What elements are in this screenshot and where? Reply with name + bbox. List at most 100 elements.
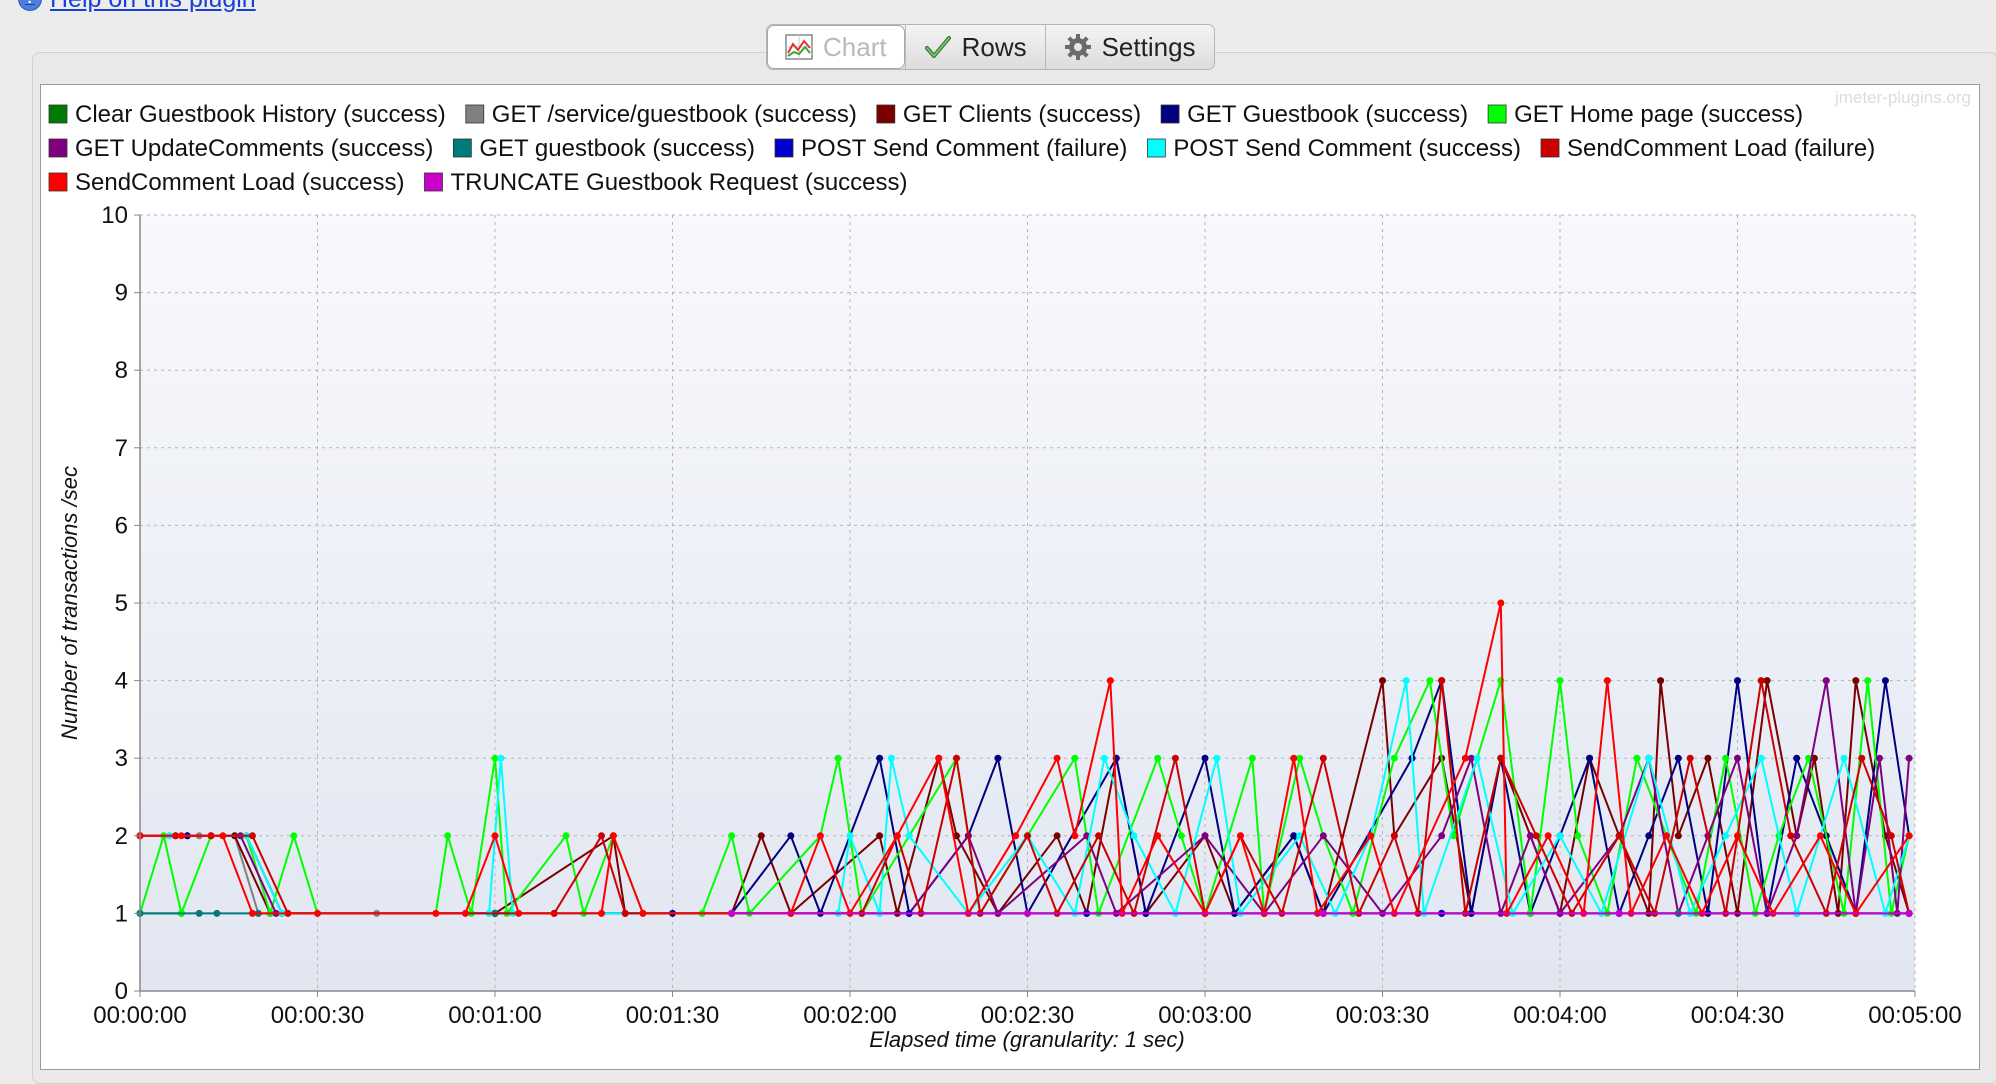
x-tick-label: 00:00:30 xyxy=(271,1002,364,1029)
data-point xyxy=(1379,677,1386,685)
data-point xyxy=(787,832,795,840)
data-point xyxy=(1787,832,1795,840)
data-point xyxy=(905,832,913,840)
data-point xyxy=(1319,754,1327,762)
data-point xyxy=(515,909,523,917)
data-point xyxy=(1704,754,1712,762)
data-point xyxy=(1734,832,1741,840)
transactions-chart: Clear Guestbook History (success) GET /se… xyxy=(48,88,1971,1052)
data-point xyxy=(1734,677,1741,685)
data-point xyxy=(1905,754,1913,762)
data-point xyxy=(1734,754,1741,762)
data-point xyxy=(1852,677,1860,685)
data-point xyxy=(1757,677,1765,685)
x-tick-label: 00:03:30 xyxy=(1336,1002,1429,1029)
y-tick-label: 3 xyxy=(115,745,128,772)
x-tick-label: 00:00:00 xyxy=(93,1002,186,1029)
data-point xyxy=(1586,754,1594,762)
chart-icon xyxy=(785,34,813,60)
legend-label: TRUNCATE Guestbook Request (success) xyxy=(450,169,907,196)
data-point xyxy=(1467,754,1475,762)
data-point xyxy=(639,909,647,917)
tab-rows-label: Rows xyxy=(961,31,1027,62)
data-point xyxy=(1095,832,1102,840)
data-point xyxy=(621,909,629,917)
legend-label: SendComment Load (success) xyxy=(75,169,404,196)
x-tick-label: 00:05:00 xyxy=(1868,1002,1961,1029)
data-point xyxy=(1633,754,1641,762)
legend-swatch xyxy=(424,172,443,192)
data-point xyxy=(887,754,895,762)
legend-swatch xyxy=(465,104,485,124)
data-point xyxy=(728,832,736,840)
data-point xyxy=(1367,832,1375,840)
data-point xyxy=(290,832,298,840)
legend-item: SendComment Load (success) xyxy=(48,169,404,196)
data-point xyxy=(994,754,1002,762)
data-point xyxy=(1603,677,1611,685)
data-point xyxy=(1130,832,1138,840)
tab-settings-label: Settings xyxy=(1101,31,1196,62)
tab-settings[interactable]: Settings xyxy=(1044,25,1214,69)
y-tick-label: 10 xyxy=(101,202,128,229)
data-point xyxy=(1402,677,1410,685)
data-point xyxy=(1071,754,1079,762)
data-point xyxy=(444,832,452,840)
data-point xyxy=(432,909,440,917)
data-point xyxy=(248,832,256,840)
data-point xyxy=(1012,832,1020,840)
data-point xyxy=(1201,754,1209,762)
series-layer xyxy=(136,599,1913,917)
checkmark-icon xyxy=(924,36,951,58)
series xyxy=(728,909,1913,917)
tab-chart[interactable]: Chart xyxy=(767,25,905,69)
data-point xyxy=(598,832,605,840)
data-point xyxy=(1154,754,1162,762)
legend-item: GET UpdateComments (success) xyxy=(48,135,433,162)
legend-label: Clear Guestbook History (success) xyxy=(75,101,446,128)
data-point xyxy=(1053,754,1061,762)
data-point xyxy=(1526,832,1534,840)
tab-bar: Chart Rows Settings xyxy=(766,24,1215,70)
data-point xyxy=(461,909,469,917)
data-point xyxy=(1438,677,1446,685)
data-point xyxy=(1290,754,1298,762)
series xyxy=(136,599,1913,917)
data-point xyxy=(876,832,884,840)
axes: 0 1 2 3 4 5 6 7 8 9 10 00:00:00 00:00:30 00:01:00 00:0… xyxy=(93,202,1961,1029)
data-point xyxy=(1213,754,1221,762)
data-point xyxy=(1497,599,1505,607)
data-point xyxy=(1864,677,1872,685)
help-link-label: Help on this plugin xyxy=(50,0,256,14)
y-tick-label: 8 xyxy=(115,357,128,384)
legend-swatch xyxy=(774,138,794,158)
x-axis-label: Elapsed time (granularity: 1 sec) xyxy=(869,1027,1184,1052)
data-point xyxy=(1657,677,1665,685)
legend-item: GET /service/guestbook (success) xyxy=(465,101,857,128)
help-link[interactable]: ? Help on this plugin xyxy=(18,0,256,14)
data-point xyxy=(1438,832,1446,840)
x-tick-label: 00:02:30 xyxy=(981,1002,1074,1029)
data-point xyxy=(1290,832,1298,840)
x-tick-label: 00:01:00 xyxy=(448,1002,541,1029)
data-point xyxy=(1816,832,1824,840)
legend-label: POST Send Comment (success) xyxy=(1173,135,1521,162)
data-point xyxy=(1757,754,1765,762)
legend-item: POST Send Comment (success) xyxy=(1146,135,1521,162)
data-point xyxy=(195,909,203,917)
legend-item: Clear Guestbook History (success) xyxy=(48,101,446,128)
data-point xyxy=(1887,832,1895,840)
data-point xyxy=(1615,909,1623,917)
data-point xyxy=(1426,677,1434,685)
tab-rows[interactable]: Rows xyxy=(904,25,1045,69)
legend-swatch xyxy=(452,138,472,158)
x-tick-label: 00:04:30 xyxy=(1691,1002,1784,1029)
data-point xyxy=(1876,754,1883,762)
data-point xyxy=(1645,832,1653,840)
legend-swatch xyxy=(1146,138,1166,158)
y-tick-label: 5 xyxy=(115,590,128,617)
data-point xyxy=(1532,832,1540,840)
data-point xyxy=(1645,754,1653,762)
data-point xyxy=(1497,754,1505,762)
data-point xyxy=(213,909,221,917)
